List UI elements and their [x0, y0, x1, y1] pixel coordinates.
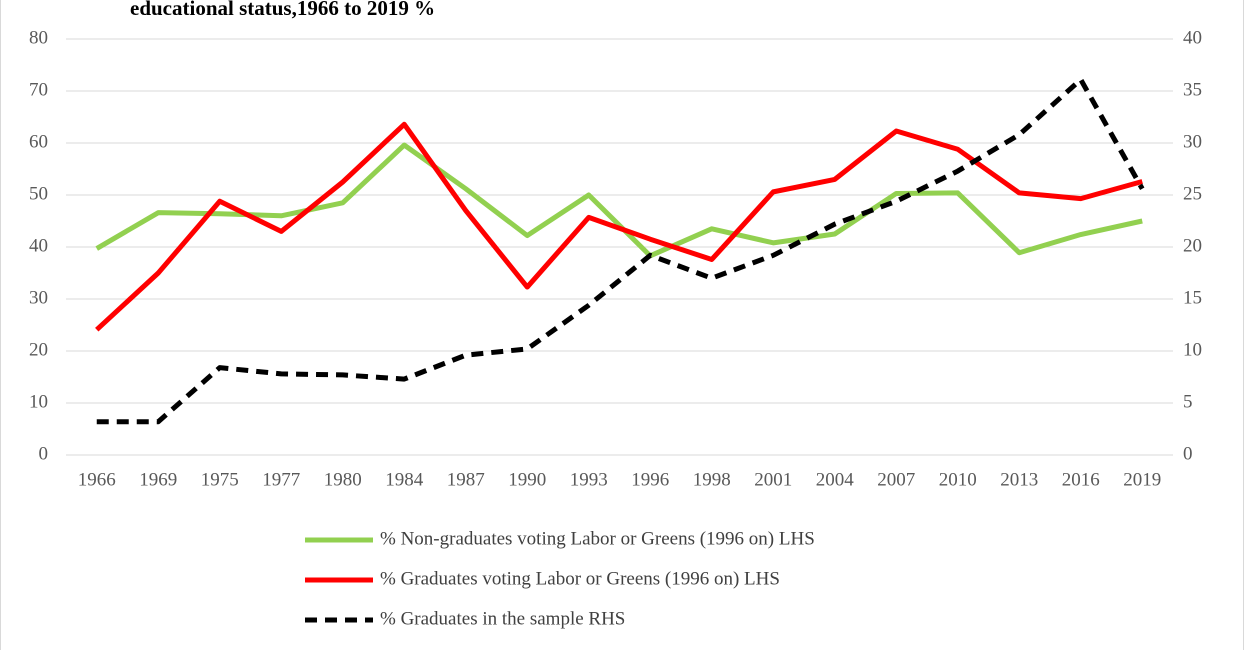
- x-tick-label: 2016: [1062, 469, 1100, 490]
- y-tick-label: 40: [29, 235, 48, 256]
- series-line: [95, 142, 1143, 259]
- y-tick-label: 70: [29, 79, 48, 100]
- x-tick-label: 1966: [78, 469, 116, 490]
- y2-tick-label: 30: [1183, 131, 1202, 152]
- legend-text: % Graduates voting Labor or Greens (1996…: [380, 568, 780, 589]
- x-tick-label: 1980: [324, 469, 362, 490]
- y-tick-label: 50: [29, 183, 48, 204]
- series-line: [96, 77, 1145, 425]
- y2-tick-label: 10: [1183, 339, 1202, 360]
- x-tick-label: 1977: [262, 469, 300, 490]
- x-tick-label: 2019: [1123, 469, 1161, 490]
- y-tick-label: 30: [29, 287, 48, 308]
- series-line: [95, 121, 1143, 332]
- chart-title: educational status,1966 to 2019 %: [130, 0, 435, 20]
- x-tick-label: 2004: [816, 469, 855, 490]
- legend-text: % Graduates in the sample RHS: [380, 608, 625, 629]
- y2-tick-label: 40: [1183, 27, 1202, 48]
- x-tick-label: 2007: [877, 469, 915, 490]
- y-tick-label: 80: [29, 27, 48, 48]
- x-tick-label: 2010: [939, 469, 977, 490]
- y2-tick-label: 5: [1183, 391, 1193, 412]
- x-tick-label: 2001: [754, 469, 792, 490]
- y-tick-label: 10: [29, 391, 48, 412]
- y-tick-label: 20: [29, 339, 48, 360]
- x-tick-label: 1993: [570, 469, 608, 490]
- x-tick-label: 1996: [631, 469, 669, 490]
- x-tick-label: 1984: [385, 469, 424, 490]
- y-tick-label: 60: [29, 131, 48, 152]
- x-tick-label: 1969: [139, 469, 177, 490]
- x-tick-label: 1998: [693, 469, 731, 490]
- y2-tick-label: 25: [1183, 183, 1202, 204]
- y2-tick-label: 20: [1183, 235, 1202, 256]
- legend-text: % Non-graduates voting Labor or Greens (…: [380, 528, 815, 549]
- x-tick-label: 2013: [1000, 469, 1038, 490]
- y2-tick-label: 15: [1183, 287, 1202, 308]
- x-tick-label: 1987: [447, 469, 485, 490]
- x-tick-label: 1990: [508, 469, 546, 490]
- y2-tick-label: 0: [1183, 443, 1193, 464]
- x-tick-label: 1975: [201, 469, 239, 490]
- y-tick-label: 0: [39, 443, 49, 464]
- y2-tick-label: 35: [1183, 79, 1202, 100]
